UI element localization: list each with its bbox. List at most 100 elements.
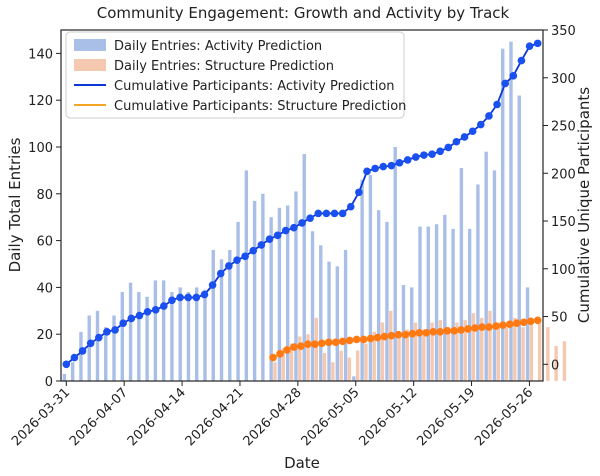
bar-activity (443, 214, 447, 381)
bar-activity (236, 221, 240, 381)
point-activity (420, 151, 428, 159)
bar-activity (228, 249, 232, 381)
point-activity (533, 39, 542, 48)
bar-structure (438, 320, 443, 381)
point-activity (330, 209, 339, 218)
point-structure (380, 332, 389, 341)
bar-activity (261, 193, 265, 381)
point-activity (468, 127, 477, 136)
y-left-tick-label: 100 (28, 141, 53, 156)
point-structure (492, 322, 500, 330)
point-activity (111, 326, 119, 334)
bar-activity (244, 170, 249, 381)
point-activity (387, 161, 396, 170)
legend-label: Cumulative Participants: Structure Predi… (114, 99, 406, 114)
point-activity (86, 339, 95, 348)
bar-activity (95, 310, 100, 381)
bar-activity (393, 147, 397, 381)
point-structure (373, 333, 382, 342)
point-structure (443, 327, 451, 335)
legend-swatch (74, 39, 106, 51)
bar-structure (380, 322, 385, 381)
bar-activity (145, 296, 149, 381)
point-activity (216, 269, 225, 278)
y-right-tick-label: 100 (551, 263, 576, 278)
point-activity (103, 328, 111, 336)
point-activity (436, 147, 444, 156)
point-activity (460, 133, 469, 141)
point-activity (200, 290, 209, 299)
point-structure (338, 337, 347, 346)
bar-structure (314, 317, 319, 381)
point-structure (297, 342, 305, 350)
bar-activity (517, 95, 521, 382)
bar-activity (203, 289, 207, 381)
point-activity (281, 226, 290, 235)
point-activity (314, 209, 323, 218)
bar-activity (501, 48, 505, 381)
point-activity (208, 281, 217, 289)
bar-structure (521, 327, 525, 381)
point-structure (318, 339, 326, 348)
point-structure (471, 324, 479, 332)
bar-activity (343, 249, 348, 381)
y-right-tick-label: 250 (551, 120, 576, 135)
lines-group (62, 39, 542, 369)
bar-structure (281, 348, 285, 381)
point-activity (168, 296, 176, 305)
point-structure (415, 328, 424, 337)
point-structure (429, 328, 438, 336)
bar-structure (446, 327, 451, 381)
bar-activity (509, 41, 513, 381)
point-structure (269, 353, 277, 362)
point-structure (283, 346, 291, 354)
point-structure (331, 338, 340, 347)
bar-activity (368, 175, 373, 381)
bar-structure (289, 343, 294, 381)
point-structure (408, 329, 417, 338)
point-activity (338, 209, 347, 218)
bar-activity (70, 362, 75, 381)
bar-activity (294, 191, 298, 381)
point-activity (355, 188, 363, 197)
y-right-tick-label: 200 (551, 167, 576, 182)
point-activity (517, 56, 526, 65)
bar-structure (372, 331, 376, 381)
bar-activity (352, 376, 356, 381)
point-structure (478, 323, 486, 331)
point-activity (395, 158, 404, 167)
bar-structure (397, 334, 401, 381)
legend-label: Daily Entries: Activity Prediction (114, 39, 322, 54)
bar-activity (128, 282, 133, 381)
point-structure (352, 335, 361, 344)
bar-activity (277, 207, 282, 381)
point-structure (506, 320, 514, 328)
bar-activity (376, 210, 381, 381)
bar-structure (537, 322, 542, 381)
point-structure (345, 336, 354, 345)
point-activity (233, 256, 241, 264)
legend: Daily Entries: Activity Prediction Daily … (65, 31, 406, 119)
y-axis-left-label: Daily Total Entries (6, 137, 24, 272)
chart-title: Community Engagement: Growth and Activit… (97, 4, 510, 22)
bar-structure (554, 345, 558, 381)
bar-structure (471, 313, 476, 381)
point-activity (265, 235, 274, 243)
y-left-tick-label: 120 (28, 94, 53, 109)
bar-structure (389, 310, 393, 381)
bar-activity (467, 228, 472, 381)
point-activity (127, 314, 136, 323)
point-activity (119, 319, 127, 328)
y-left-tick-label: 140 (28, 47, 53, 62)
point-activity (501, 79, 509, 88)
bar-structure (322, 352, 327, 381)
bar-activity (327, 261, 331, 381)
bar-structure (347, 357, 352, 381)
legend-swatch (74, 59, 106, 71)
point-structure (526, 317, 535, 326)
bar-activity (112, 315, 116, 381)
point-activity (273, 231, 282, 240)
bar-activity (87, 315, 91, 381)
bar-activity (451, 228, 455, 381)
